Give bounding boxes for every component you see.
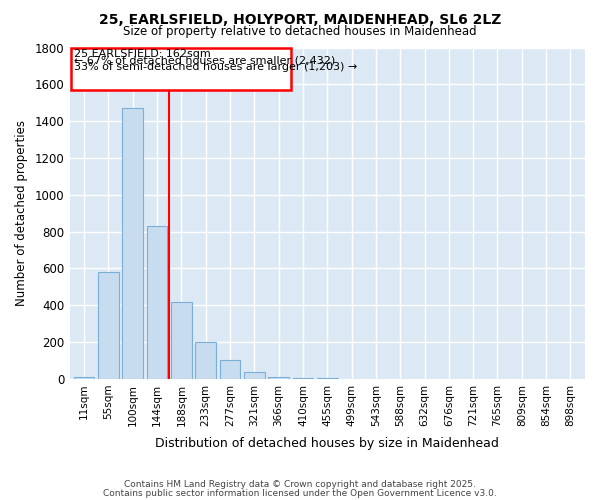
Bar: [268, 377, 289, 379]
Bar: [244, 372, 265, 379]
Bar: [293, 378, 313, 379]
Text: Size of property relative to detached houses in Maidenhead: Size of property relative to detached ho…: [123, 25, 477, 38]
Bar: [220, 360, 241, 379]
Bar: [317, 378, 338, 379]
X-axis label: Distribution of detached houses by size in Maidenhead: Distribution of detached houses by size …: [155, 437, 499, 450]
Bar: [196, 342, 216, 379]
Y-axis label: Number of detached properties: Number of detached properties: [15, 120, 28, 306]
Text: Contains public sector information licensed under the Open Government Licence v3: Contains public sector information licen…: [103, 488, 497, 498]
Text: 33% of semi-detached houses are larger (1,203) →: 33% of semi-detached houses are larger (…: [74, 62, 358, 72]
Text: ← 67% of detached houses are smaller (2,432): ← 67% of detached houses are smaller (2,…: [74, 56, 335, 66]
Bar: [98, 272, 119, 379]
Bar: [74, 377, 94, 379]
Bar: [122, 108, 143, 379]
Bar: [71, 48, 291, 90]
Text: 25, EARLSFIELD, HOLYPORT, MAIDENHEAD, SL6 2LZ: 25, EARLSFIELD, HOLYPORT, MAIDENHEAD, SL…: [99, 12, 501, 26]
Bar: [171, 302, 192, 379]
Bar: [147, 226, 167, 379]
Text: 25 EARLSFIELD: 162sqm: 25 EARLSFIELD: 162sqm: [74, 49, 211, 59]
Text: Contains HM Land Registry data © Crown copyright and database right 2025.: Contains HM Land Registry data © Crown c…: [124, 480, 476, 489]
